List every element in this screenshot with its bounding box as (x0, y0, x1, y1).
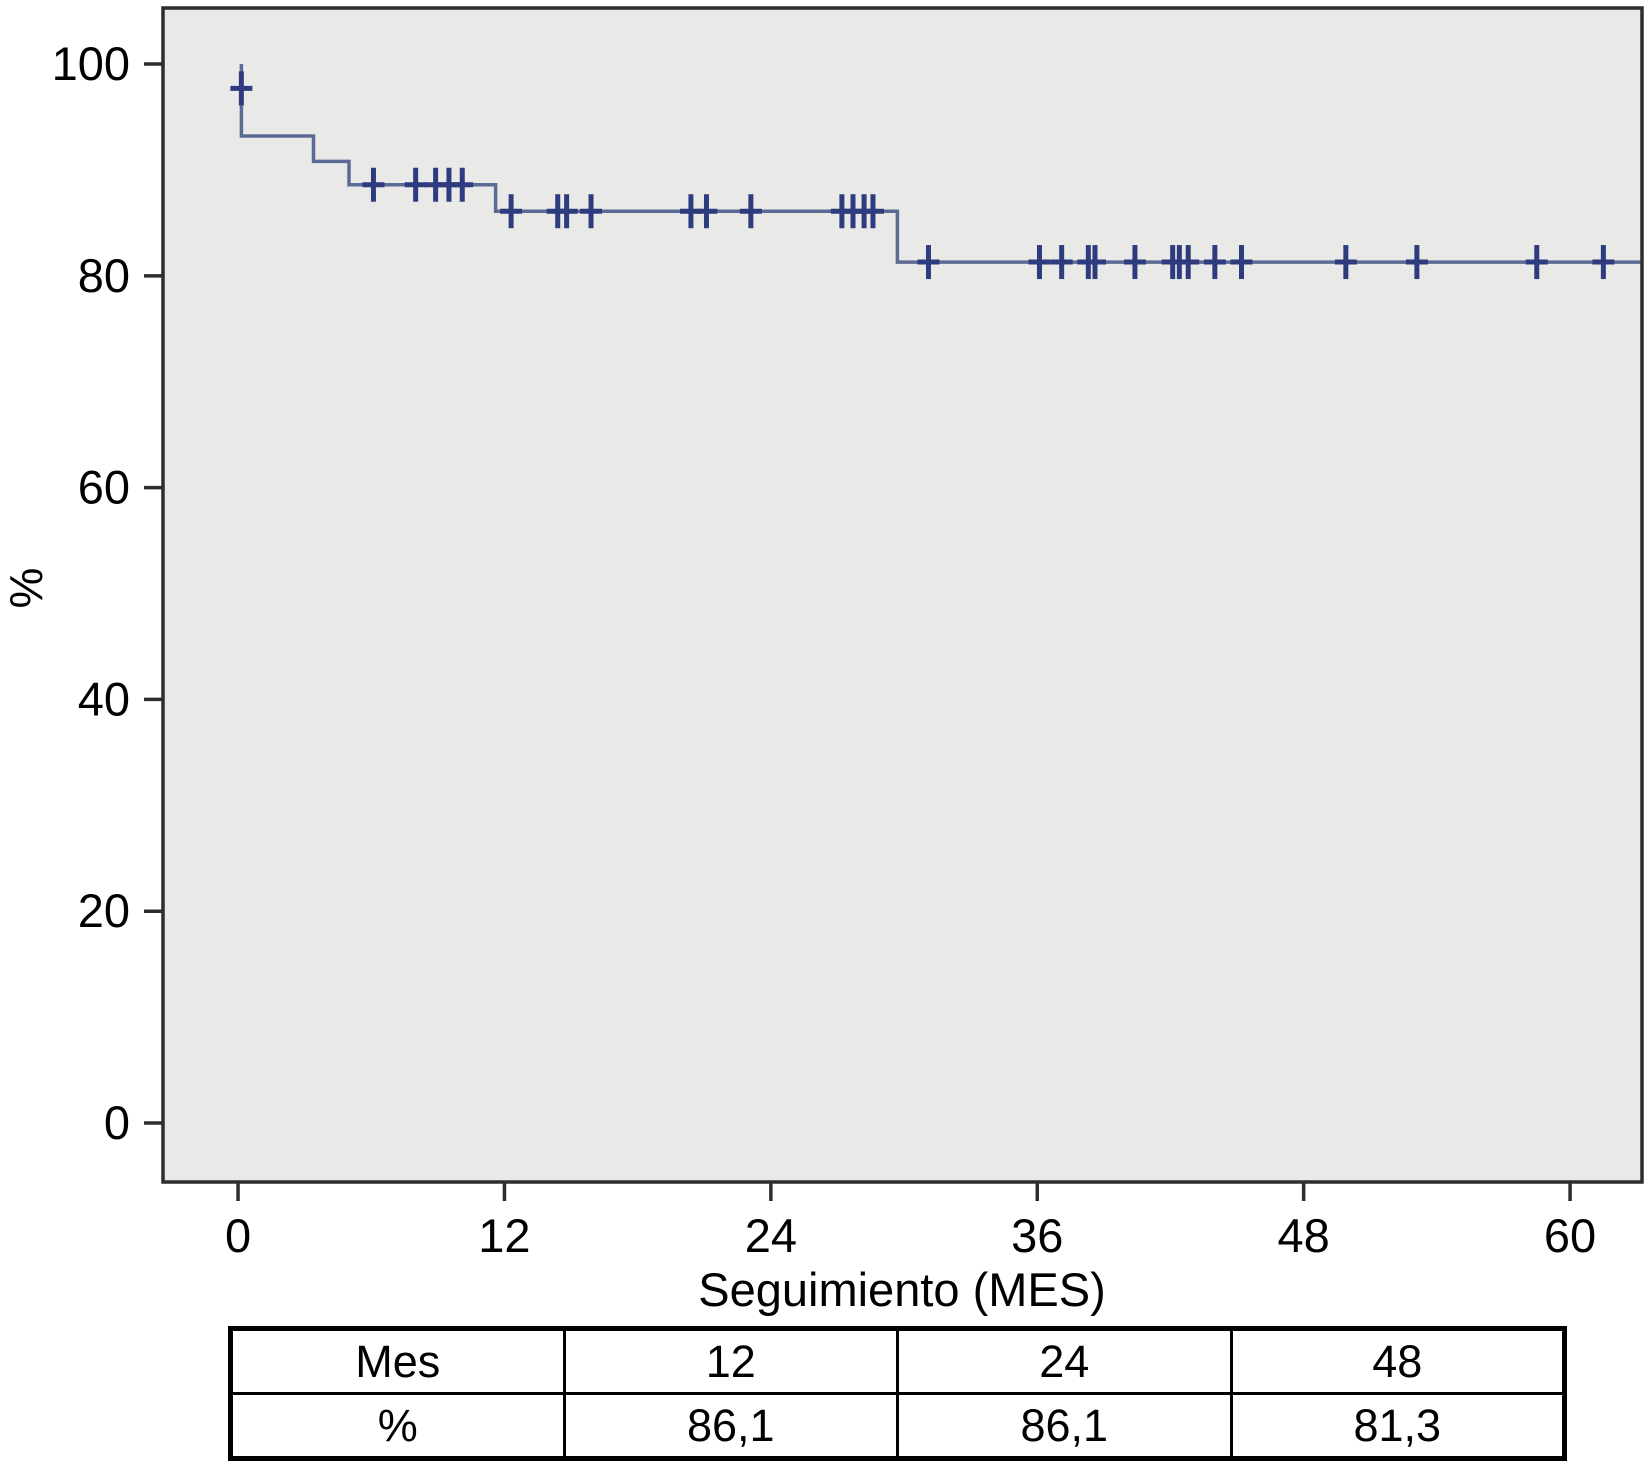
summary-table-month-12: 12 (562, 1327, 899, 1395)
survival-curve (239, 64, 1642, 264)
summary-table: Mes 12 24 48 % 86,1 86,1 81,3 (228, 1326, 1567, 1461)
y-axis-tick-label: 80 (78, 249, 130, 302)
survival-plot: 0 12 24 36 48 60 0 20 40 60 80 100 (52, 6, 1644, 1262)
summary-table-pct-12: 86,1 (562, 1392, 899, 1460)
summary-table-row-percent: % 86,1 86,1 81,3 (229, 1392, 1566, 1460)
summary-table-month-24: 24 (896, 1327, 1233, 1395)
x-axis-tick-label: 36 (1011, 1209, 1063, 1262)
y-axis-tick-label: 0 (104, 1096, 130, 1149)
summary-table-row-month: Mes 12 24 48 (229, 1327, 1566, 1395)
x-axis-tick-label: 48 (1278, 1209, 1330, 1262)
summary-table-header-mes: Mes (229, 1327, 566, 1395)
summary-table-pct-24: 86,1 (896, 1392, 1233, 1460)
summary-table-pct-48: 81,3 (1229, 1392, 1566, 1460)
plot-background (163, 8, 1642, 1182)
plot-frame (161, 6, 1644, 1184)
y-axis-title: % (0, 567, 52, 609)
y-axis-tick-label: 20 (78, 884, 130, 937)
y-axis-tick-label: 60 (78, 461, 130, 514)
x-axis-tick-label: 60 (1544, 1209, 1596, 1262)
x-axis-title: Seguimiento (MES) (698, 1263, 1106, 1316)
x-axis-tick-label: 24 (745, 1209, 797, 1262)
x-axis-tick-label: 12 (478, 1209, 530, 1262)
summary-table-header-pct: % (229, 1392, 566, 1460)
y-axis-tick-label: 40 (78, 672, 130, 725)
summary-table-month-48: 48 (1229, 1327, 1566, 1395)
y-axis-tick-label: 100 (52, 37, 130, 90)
x-axis-tick-label: 0 (225, 1209, 251, 1262)
